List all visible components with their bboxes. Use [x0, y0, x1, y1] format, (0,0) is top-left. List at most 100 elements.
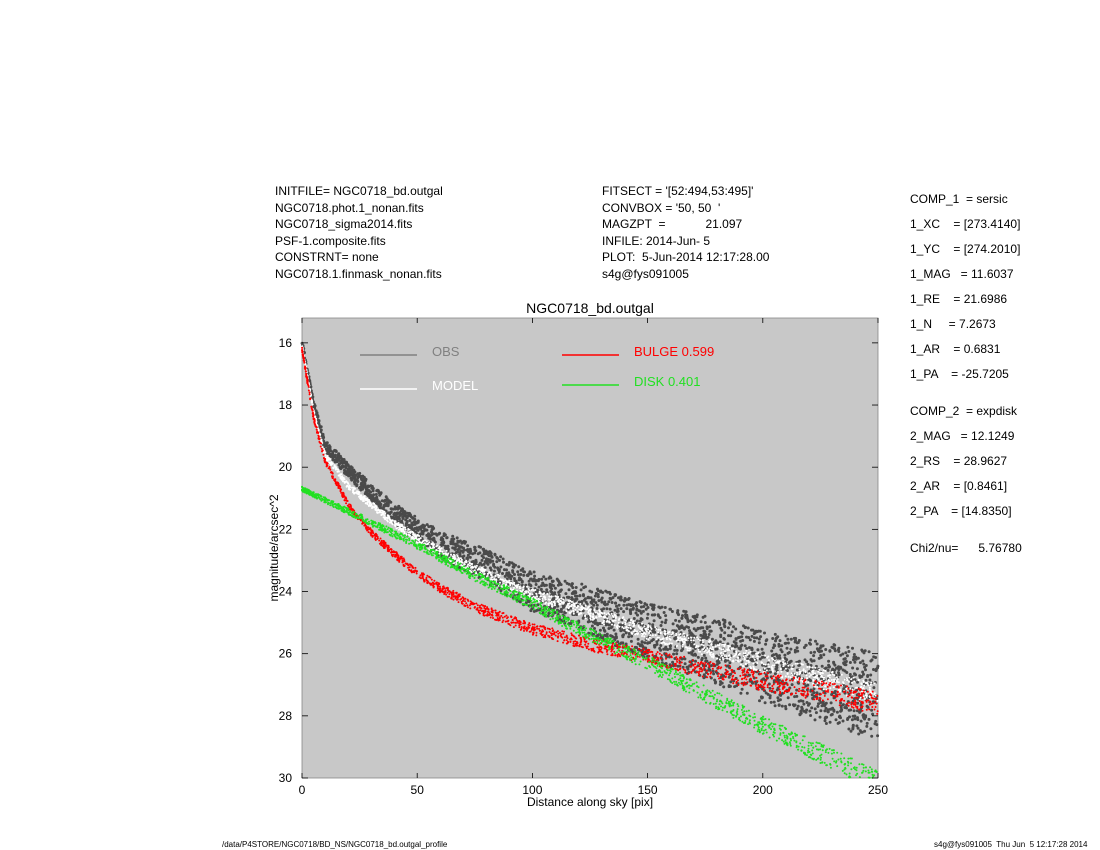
data-point [663, 606, 667, 609]
data-point [771, 687, 774, 690]
data-point [752, 665, 755, 668]
data-point [642, 647, 645, 650]
data-point [652, 619, 656, 623]
data-point [780, 704, 784, 708]
data-point [789, 637, 793, 641]
data-point [595, 603, 599, 607]
data-point [627, 603, 631, 607]
data-point [538, 590, 541, 593]
data-point [688, 629, 691, 633]
data-point [774, 691, 777, 694]
data-point [808, 638, 812, 642]
data-point [865, 721, 869, 725]
data-point [739, 639, 743, 643]
data-point [702, 641, 704, 644]
data-point [837, 681, 840, 684]
data-point [701, 634, 705, 638]
data-point [862, 662, 866, 666]
data-point [782, 661, 785, 664]
data-point [440, 541, 444, 545]
data-point [770, 666, 773, 669]
data-point [651, 634, 654, 637]
data-point [658, 646, 662, 650]
data-point [833, 678, 836, 681]
data-point [853, 672, 856, 676]
data-point [579, 603, 582, 605]
data-point [523, 622, 526, 625]
data-point [625, 607, 629, 611]
data-point [393, 521, 396, 524]
data-point [544, 602, 547, 605]
data-point [775, 654, 779, 658]
data-point [631, 606, 635, 610]
data-point [553, 602, 556, 605]
data-point [768, 670, 772, 674]
data-point [533, 574, 537, 578]
data-point [760, 661, 763, 664]
data-point [800, 689, 803, 692]
data-point [535, 634, 538, 637]
data-point [694, 659, 697, 663]
data-point [702, 653, 706, 657]
data-point [528, 593, 531, 596]
data-point [585, 640, 588, 643]
data-point [614, 632, 618, 636]
data-point [756, 648, 760, 652]
data-point [829, 687, 832, 690]
data-point [611, 642, 614, 645]
data-point [588, 608, 591, 611]
data-point [729, 680, 733, 684]
data-point [605, 634, 609, 638]
data-point [746, 626, 750, 630]
data-point [727, 673, 730, 676]
data-point [764, 654, 767, 657]
data-point [571, 597, 574, 601]
data-point [466, 544, 470, 548]
data-point [715, 641, 718, 645]
data-point [309, 398, 312, 401]
data-point [678, 662, 681, 664]
data-point [394, 525, 397, 528]
data-point [742, 665, 745, 668]
data-point [301, 346, 304, 349]
data-point [475, 564, 478, 567]
data-point [422, 540, 424, 543]
data-point [760, 647, 764, 651]
data-point [710, 655, 713, 658]
data-point [573, 605, 576, 608]
data-point [739, 659, 742, 662]
data-point [339, 473, 342, 476]
data-point [771, 637, 775, 640]
data-point [543, 592, 546, 595]
data-point [395, 527, 398, 530]
data-point [552, 592, 556, 596]
data-point [815, 642, 819, 646]
data-point [584, 604, 587, 607]
data-point [400, 509, 404, 513]
data-point [549, 602, 552, 605]
data-point [456, 555, 459, 557]
data-point [773, 664, 776, 667]
data-point [697, 672, 700, 675]
data-point [544, 583, 548, 587]
data-point [377, 504, 381, 507]
data-point [787, 664, 790, 667]
data-point [678, 639, 681, 642]
data-point [715, 669, 718, 672]
data-point [742, 655, 745, 658]
data-point [826, 708, 830, 712]
data-point [444, 544, 448, 548]
data-point [730, 630, 734, 634]
data-point [389, 548, 392, 551]
data-point [597, 599, 601, 603]
data-point [520, 626, 523, 628]
data-point [499, 581, 501, 584]
data-point [645, 616, 649, 620]
data-point [683, 637, 686, 640]
data-point [853, 680, 856, 683]
data-point [738, 652, 741, 655]
data-point [622, 603, 626, 607]
data-point [557, 590, 561, 594]
data-point [562, 632, 565, 635]
data-point [459, 545, 463, 549]
